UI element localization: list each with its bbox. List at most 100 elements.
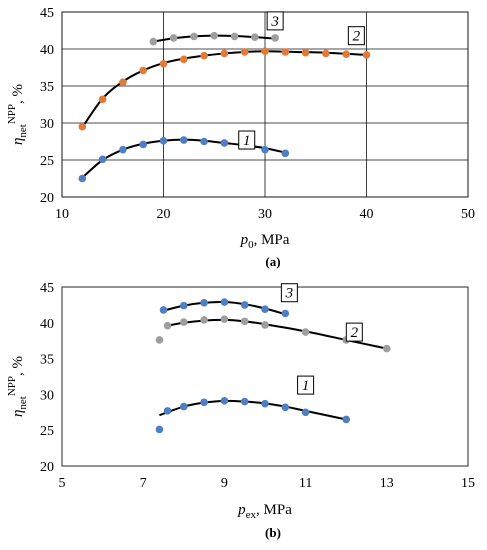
y-axis-label: ηnetNPP, %	[6, 356, 29, 417]
data-point	[155, 336, 164, 344]
data-point	[281, 309, 290, 318]
data-point	[261, 47, 269, 56]
x-tick-label: 50	[461, 207, 475, 222]
x-tick-label: 15	[461, 476, 475, 491]
data-point	[98, 155, 107, 164]
data-point	[139, 140, 147, 149]
data-point	[200, 398, 208, 407]
data-point	[210, 31, 219, 40]
data-point	[383, 344, 391, 353]
data-point	[200, 316, 208, 324]
data-point	[159, 60, 168, 68]
y-tick-label: 20	[40, 460, 54, 475]
series-3-label: 3	[280, 283, 298, 303]
series-2-label: 2	[345, 322, 363, 342]
series-2-label: 2	[347, 26, 365, 46]
series-1-label: 1	[238, 130, 256, 150]
data-point	[180, 402, 188, 411]
svg-text:3: 3	[270, 14, 279, 30]
panel-caption: (a)	[265, 254, 280, 269]
x-tick-label: 20	[157, 207, 171, 222]
data-point	[261, 399, 269, 408]
y-axis-label: ηnetNPP, %	[6, 84, 29, 145]
plot-frame	[61, 11, 469, 198]
data-point	[180, 55, 188, 64]
svg-text:2: 2	[351, 325, 359, 341]
series-1: 1	[78, 130, 290, 183]
data-point	[271, 34, 279, 42]
y-tick-label: 40	[40, 317, 54, 332]
data-point	[261, 305, 269, 313]
data-point	[240, 301, 249, 309]
plot-frame	[61, 286, 469, 467]
x-tick-label: 5	[59, 476, 66, 491]
data-point	[119, 145, 127, 154]
data-point	[180, 301, 188, 310]
svg-text:1: 1	[243, 133, 251, 149]
data-point	[281, 403, 290, 412]
data-point	[322, 49, 330, 58]
x-tick-label: 13	[380, 476, 394, 491]
series-3: 3	[149, 11, 284, 46]
svg-text:3: 3	[285, 286, 294, 302]
data-point	[342, 50, 351, 58]
x-tick-label: 7	[140, 476, 147, 491]
data-point	[149, 37, 158, 46]
data-point	[180, 318, 188, 326]
data-point	[281, 48, 290, 56]
x-tick-label: 40	[360, 207, 374, 222]
data-point	[342, 415, 351, 424]
y-tick-label: 20	[40, 191, 54, 206]
data-point	[220, 315, 229, 324]
data-point	[200, 137, 208, 146]
data-point	[159, 306, 168, 314]
data-point	[362, 51, 371, 59]
data-point	[155, 425, 164, 434]
svg-text:1: 1	[302, 378, 310, 394]
data-point	[163, 321, 172, 330]
data-point	[261, 145, 269, 154]
y-tick-label: 30	[40, 117, 54, 132]
series-3: 3	[159, 283, 298, 318]
data-point	[119, 78, 127, 87]
series-3-label: 3	[266, 11, 284, 31]
data-point	[220, 139, 229, 147]
x-tick-label: 30	[258, 207, 272, 222]
data-point	[230, 32, 239, 41]
data-point	[78, 122, 87, 131]
data-point	[180, 136, 188, 144]
y-tick-label: 40	[40, 43, 54, 58]
data-point	[261, 321, 269, 329]
series-2: 2	[155, 315, 391, 353]
series-2: 2	[78, 26, 371, 131]
y-tick-label: 45	[40, 281, 54, 296]
data-point	[220, 49, 229, 58]
data-point	[169, 34, 178, 42]
data-point	[78, 174, 87, 183]
panel-caption: (b)	[265, 525, 281, 540]
y-tick-label: 45	[40, 6, 54, 21]
data-point	[301, 408, 310, 417]
data-point	[220, 298, 229, 306]
x-tick-label: 9	[221, 476, 228, 491]
data-point	[251, 33, 259, 41]
series-2-trend-line	[81, 50, 367, 129]
x-tick-label: 11	[299, 476, 312, 491]
y-tick-label: 25	[40, 424, 54, 439]
y-tick-label: 30	[40, 388, 54, 403]
y-tick-label: 35	[40, 80, 54, 95]
series-1-trend-line	[159, 399, 347, 421]
data-point	[240, 48, 249, 56]
x-axis-label: pex, MPa	[237, 502, 292, 521]
data-point	[301, 48, 310, 57]
series-1: 1	[155, 375, 351, 434]
y-tick-label: 35	[40, 353, 54, 368]
x-axis-label: p0, MPa	[240, 232, 290, 251]
data-point	[240, 397, 249, 406]
data-point	[159, 136, 168, 145]
data-point	[301, 328, 310, 336]
data-point	[240, 317, 249, 326]
